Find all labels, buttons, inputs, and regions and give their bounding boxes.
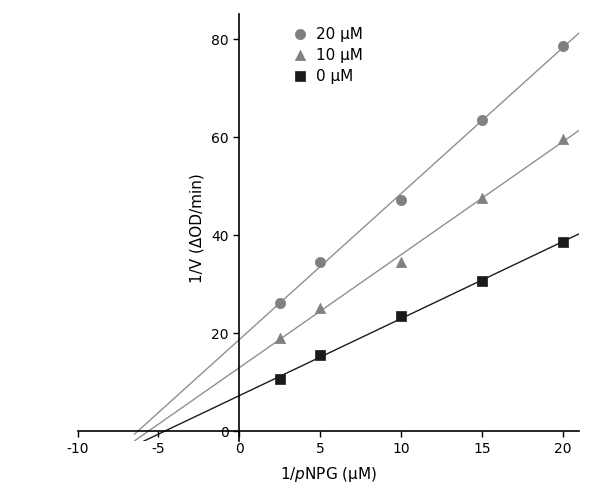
Legend: 20 μM, 10 μM, 0 μM: 20 μM, 10 μM, 0 μM (296, 27, 362, 84)
0 μM (396, 312, 406, 320)
20 μM (558, 43, 568, 51)
0 μM (477, 278, 487, 286)
20 μM (275, 300, 285, 308)
20 μM (396, 197, 406, 205)
Y-axis label: 1/V (ΔOD/min): 1/V (ΔOD/min) (189, 173, 204, 283)
X-axis label: 1/$p$NPG (μM): 1/$p$NPG (μM) (280, 464, 377, 483)
10 μM (477, 194, 487, 202)
10 μM (315, 305, 325, 313)
20 μM (477, 116, 487, 124)
0 μM (275, 376, 285, 384)
10 μM (275, 334, 285, 342)
0 μM (315, 351, 325, 359)
0 μM (558, 238, 568, 246)
10 μM (396, 258, 406, 266)
20 μM (315, 258, 325, 266)
10 μM (558, 136, 568, 144)
